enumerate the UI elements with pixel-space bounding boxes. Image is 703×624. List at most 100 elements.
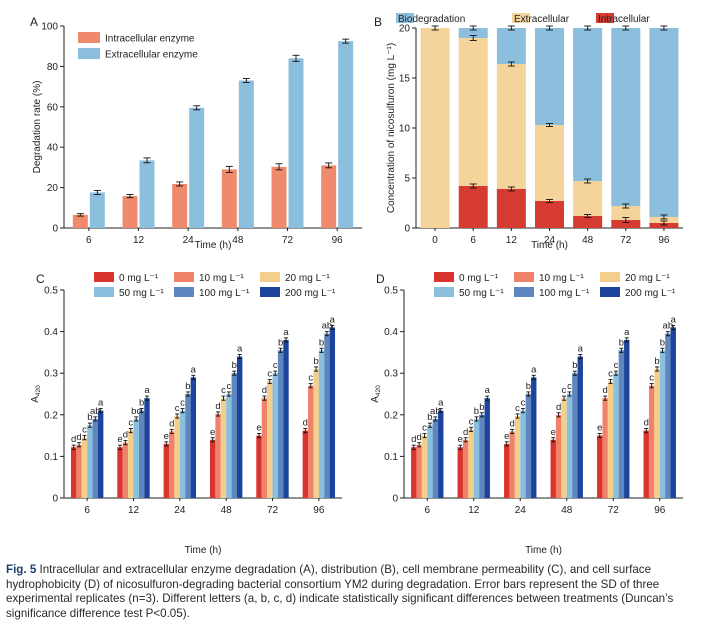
panel-d-y-tick-label: 0.3 (384, 369, 398, 380)
panel-a-x-tick-label: 12 (133, 235, 145, 246)
panel-a-x-tick-label: 48 (232, 235, 244, 246)
panel-b-bar (535, 28, 564, 125)
panel-c-y-label: A420 (30, 385, 42, 403)
panel-c-bar (185, 394, 191, 498)
panel-c-bar (117, 447, 123, 498)
panel-d-bar (607, 381, 614, 498)
panel-d-bar (577, 356, 583, 498)
panel-d-bar (670, 327, 676, 498)
panel-a-legend-swatch (78, 48, 100, 59)
panel-c-significance-letter: d (262, 385, 267, 396)
panel-c-bar (261, 398, 268, 498)
panel-c-bar (329, 327, 336, 498)
panel-c-x-tick-label: 24 (174, 505, 186, 516)
panel-c-significance-letter: c (226, 381, 231, 392)
panel-a-bar (321, 165, 337, 228)
panel-b-bar (649, 217, 679, 223)
panel-a-x-tick-label: 24 (183, 235, 195, 246)
panel-c-significance-letter: a (191, 364, 197, 375)
panel-c-bar (231, 373, 237, 498)
panel-c-significance-letter: a (237, 344, 243, 355)
panel-d-y-tick-label: 0.5 (384, 286, 398, 297)
panel-d-bar (643, 430, 649, 498)
panel-d-significance-letter: a (438, 398, 444, 409)
panel-d-significance-letter: d (411, 434, 416, 445)
panel-c-bar (144, 398, 150, 498)
panel-b-y-tick-label: 10 (399, 124, 411, 135)
panel-d-significance-letter: ab (663, 321, 674, 332)
panel-a-x-tick-label: 6 (86, 235, 92, 246)
panel-c-significance-letter: c (175, 403, 180, 414)
panel-c-bar (226, 394, 232, 498)
panel-c-significance-letter: c (128, 418, 133, 429)
panel-b-legend-label: Intracellular (598, 14, 650, 25)
panel-d-significance-letter: b (526, 381, 531, 392)
panel-d-bar (566, 394, 573, 498)
panel-c-legend-swatch (260, 272, 280, 282)
panel-b-y-tick-label: 20 (399, 24, 411, 35)
panel-b-bar (458, 28, 488, 38)
panel-c-significance-letter: b (232, 360, 237, 371)
panel-d-y-tick-label: 0 (392, 494, 398, 505)
panel-a-bar (271, 166, 287, 228)
panel-c-y-tick-label: 0.3 (44, 369, 58, 380)
panel-d-significance-letter: b (572, 360, 577, 371)
panel-c-x-tick-label: 6 (84, 505, 90, 516)
panel-c-significance-letter: d (215, 401, 220, 412)
panel-b-bar (649, 223, 679, 228)
panel-d-significance-letter: b (479, 402, 484, 413)
panel-d-significance-letter: d (463, 427, 468, 438)
panel-b-legend-swatch (596, 13, 614, 23)
panel-c-bar (179, 410, 186, 498)
panel-d-x-tick-label: 6 (424, 505, 430, 516)
panel-c-legend-label: 100 mg L⁻¹ (199, 288, 250, 299)
caption-text: Intracellular and extracellular enzyme d… (6, 563, 674, 620)
panel-b-bar (611, 206, 641, 220)
panel-a-bar (189, 107, 205, 228)
panel-c-legend-label: 200 mg L⁻¹ (285, 288, 336, 299)
panel-a-y-tick-label: 80 (47, 62, 59, 73)
panel-d-significance-letter: e (551, 427, 556, 438)
panel-b-x-tick-label: 48 (582, 235, 594, 246)
panel-d-bar (473, 418, 480, 498)
panel-c-bar (87, 425, 93, 498)
panel-c-significance-letter: c (308, 373, 313, 384)
panel-c-x-tick-label: 12 (128, 505, 140, 516)
panel-c-bar (122, 442, 129, 498)
panel-d-significance-letter: c (649, 373, 654, 384)
panel-b-bar (496, 189, 526, 228)
panel-d-bar (550, 439, 556, 498)
panel-d-significance-letter: a (624, 327, 630, 338)
panel-c-bar (283, 339, 289, 498)
figure-caption: Fig. 5 Intracellular and extracellular e… (6, 563, 696, 621)
panel-c-x-label: Time (h) (185, 545, 222, 556)
panel-c-letter: C (36, 272, 45, 286)
panel-b-bar (573, 181, 603, 216)
panel-c-bar (81, 437, 88, 498)
panel-a-y-tick-label: 0 (52, 224, 58, 235)
panel-d-significance-letter: b (427, 412, 432, 423)
panel-d-bar (561, 398, 567, 498)
panel-d-significance-letter: d (417, 432, 422, 443)
panel-c-significance-letter: b (139, 398, 144, 409)
panel-d-significance-letter: b (474, 406, 479, 417)
panel-d-significance-letter: c (567, 381, 572, 392)
panel-c-legend-swatch (94, 287, 114, 297)
panel-c-bar (215, 413, 221, 498)
panel-c-legend-label: 20 mg L⁻¹ (285, 273, 330, 284)
panel-a-bar (338, 41, 354, 229)
panel-b-y-tick-label: 15 (399, 74, 411, 85)
panel-c-bar (163, 443, 170, 498)
panel-d-bar (504, 443, 510, 498)
panel-c-significance-letter: b (313, 356, 318, 367)
panel-d-significance-letter: b (619, 337, 624, 348)
panel-d-legend-label: 50 mg L⁻¹ (459, 288, 504, 299)
panel-c-significance-letter: a (330, 314, 336, 325)
panel-a-legend-label: Intracellular enzyme (105, 34, 195, 45)
panel-d-significance-letter: d (556, 402, 561, 413)
panel-d-bar (520, 410, 526, 498)
panel-a-bar (221, 169, 237, 228)
panel-a-legend-label: Extracellular enzyme (105, 50, 198, 61)
panel-d-x-tick-label: 48 (561, 505, 573, 516)
